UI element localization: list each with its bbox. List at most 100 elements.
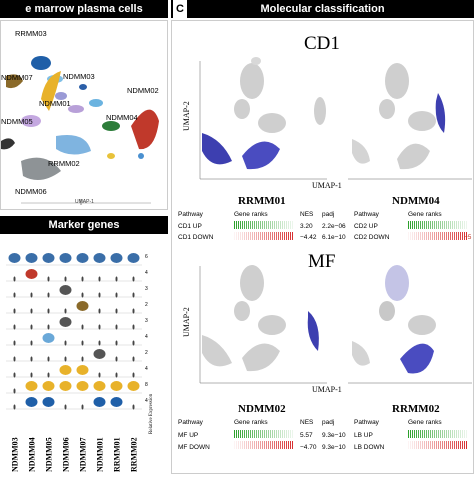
violin bbox=[13, 308, 16, 314]
gsea-down-tick bbox=[288, 232, 289, 240]
gsea-down-tick bbox=[452, 232, 453, 240]
violin bbox=[115, 356, 118, 362]
violin bbox=[30, 308, 33, 314]
gsea-down-tick bbox=[442, 441, 443, 449]
gsea-down-tick bbox=[264, 232, 265, 240]
panel-c-umaps bbox=[199, 57, 472, 449]
gsea-down-tick bbox=[272, 441, 273, 449]
violin bbox=[110, 397, 123, 407]
cluster-yellow-small bbox=[107, 153, 115, 159]
gsea-down-tick bbox=[236, 232, 237, 240]
gsea-down-tick bbox=[286, 441, 287, 449]
violin bbox=[115, 372, 118, 378]
gsea-down-tick bbox=[256, 441, 257, 449]
panel-a-umap-plot bbox=[1, 56, 159, 205]
gsea-down-tick bbox=[446, 232, 447, 240]
cluster-ndmm02 bbox=[131, 109, 159, 150]
gsea-up-tick bbox=[256, 221, 257, 229]
gsea-up-tick bbox=[442, 430, 443, 438]
gsea-up-tick bbox=[408, 221, 409, 229]
gsea-up-tick bbox=[272, 430, 273, 438]
violin bbox=[42, 253, 55, 263]
gsea-down-tick bbox=[414, 232, 415, 240]
gsea-down-tick bbox=[416, 441, 417, 449]
gsea-up-tick bbox=[236, 221, 237, 229]
violin bbox=[81, 276, 84, 282]
gsea-up-tick bbox=[272, 221, 273, 229]
class-title-mf: MF bbox=[308, 251, 336, 272]
gsea-up-tick bbox=[438, 221, 439, 229]
cluster-purple bbox=[68, 105, 84, 113]
gsea-down-tick bbox=[410, 232, 411, 240]
gsea-down-tick bbox=[246, 232, 247, 240]
gsea-up-tick bbox=[276, 430, 277, 438]
violin bbox=[59, 253, 72, 263]
violin bbox=[64, 356, 67, 362]
gsea-up-tick bbox=[422, 430, 423, 438]
violin bbox=[81, 356, 84, 362]
col-nes-3: NES bbox=[300, 419, 314, 426]
gsea-up-tick bbox=[258, 221, 259, 229]
gsea-up-tick bbox=[452, 221, 453, 229]
gsea-up-tick bbox=[260, 221, 261, 229]
gsea-up-tick bbox=[454, 221, 455, 229]
gsea-down-tick bbox=[420, 441, 421, 449]
gsea-down-tick bbox=[444, 441, 445, 449]
gsea-down-tick bbox=[462, 232, 463, 240]
gsea-down-tick bbox=[438, 232, 439, 240]
gsea-up-tick bbox=[426, 221, 427, 229]
violin bbox=[30, 356, 33, 362]
gsea-up-tick bbox=[250, 221, 251, 229]
gsea-down-tick bbox=[260, 441, 261, 449]
violin bbox=[127, 381, 140, 391]
gsea-up-tick bbox=[416, 221, 417, 229]
gsea-up-tick bbox=[262, 221, 263, 229]
cluster-ndmm05 bbox=[21, 115, 41, 127]
gsea-down-tick bbox=[442, 232, 443, 240]
violin bbox=[42, 333, 55, 343]
violin bbox=[81, 292, 84, 298]
violin bbox=[132, 372, 135, 378]
gsea-down-tick bbox=[268, 441, 269, 449]
gsea-up-tick bbox=[418, 430, 419, 438]
gsea-up-tick bbox=[458, 221, 459, 229]
violin bbox=[47, 324, 50, 330]
violin bbox=[110, 253, 123, 263]
gsea-up-tick bbox=[256, 430, 257, 438]
gsea-down-tick bbox=[464, 232, 465, 240]
panel-a-xaxis: UMAP-1 bbox=[75, 199, 94, 205]
violin bbox=[127, 253, 140, 263]
gsea-up-tick bbox=[278, 430, 279, 438]
gsea-down-tick bbox=[430, 232, 431, 240]
gsea-down-tick bbox=[254, 232, 255, 240]
gsea-down-tick bbox=[258, 441, 259, 449]
gsea-down-tick bbox=[284, 441, 285, 449]
gsea-down-tick bbox=[460, 441, 461, 449]
gsea-up-tick bbox=[440, 430, 441, 438]
gsea-down-tick bbox=[274, 232, 275, 240]
label-ndmm01: NDMM01 bbox=[39, 99, 71, 108]
gsea-down-tick bbox=[274, 441, 275, 449]
violin bbox=[132, 324, 135, 330]
gsea-up-tick bbox=[252, 430, 253, 438]
gsea-up-tick bbox=[420, 430, 421, 438]
gsea-down-tick bbox=[422, 232, 423, 240]
gsea-down-tick bbox=[426, 232, 427, 240]
gsea-up-tick bbox=[282, 430, 283, 438]
violin bbox=[30, 340, 33, 346]
gsea-down-tick bbox=[250, 232, 251, 240]
violin-row-number: 8 bbox=[145, 382, 148, 388]
violin bbox=[30, 292, 33, 298]
gsea-up-tick bbox=[280, 221, 281, 229]
row-mf-down: MF DOWN bbox=[178, 444, 210, 451]
violin bbox=[30, 324, 33, 330]
violin bbox=[132, 276, 135, 282]
gsea-down-tick bbox=[238, 441, 239, 449]
gsea-up-tick bbox=[456, 430, 457, 438]
gsea-down-tick bbox=[234, 441, 235, 449]
gsea-down-tick bbox=[276, 232, 277, 240]
cluster-light bbox=[89, 99, 103, 107]
panel-c-letter: C bbox=[173, 0, 187, 18]
gsea-down-tick bbox=[418, 441, 419, 449]
gsea-up-tick bbox=[412, 221, 413, 229]
